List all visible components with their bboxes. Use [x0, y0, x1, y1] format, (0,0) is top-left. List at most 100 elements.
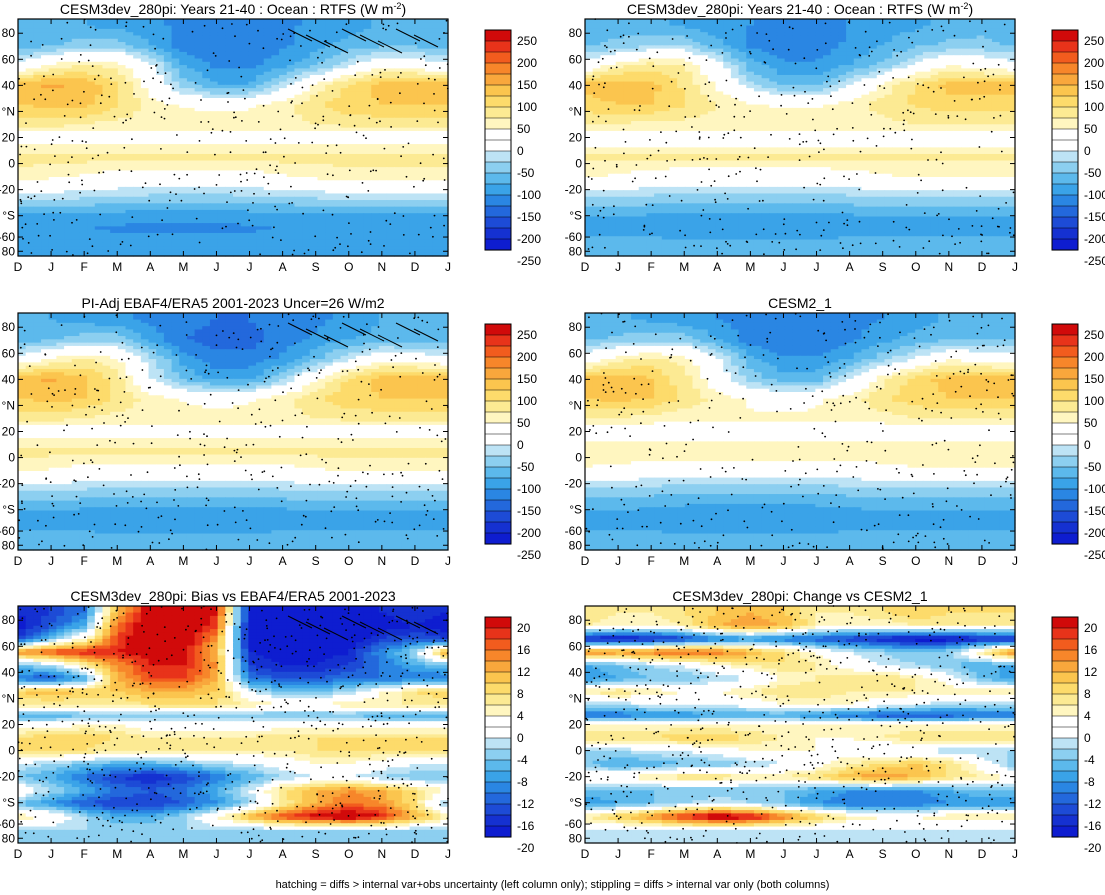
stipple-dot: [420, 162, 422, 164]
colorbar-swatch: [485, 107, 511, 118]
stipple-dot: [243, 89, 245, 91]
stipple-dot: [230, 192, 232, 194]
stipple-dot: [233, 112, 235, 114]
y-tick-label: 60: [2, 52, 16, 66]
stipple-dot: [249, 43, 251, 45]
stipple-dot: [143, 81, 145, 83]
stipple-dot: [20, 203, 22, 205]
stipple-dot: [98, 75, 100, 77]
stipple-dot: [154, 112, 156, 114]
stipple-dot: [200, 121, 202, 123]
stipple-dot: [87, 252, 89, 254]
stipple-dot: [430, 227, 432, 229]
stipple-dot: [225, 226, 227, 228]
stipple-dot: [211, 132, 213, 134]
stipple-dot: [376, 122, 378, 124]
stipple-dot: [349, 170, 351, 172]
stipple-dot: [240, 174, 242, 176]
x-tick-label: F: [80, 260, 87, 274]
stipple-dot: [423, 178, 425, 180]
stipple-dot: [292, 254, 294, 256]
stipple-dot: [312, 84, 314, 86]
stipple-dot: [390, 102, 392, 104]
x-tick-label: D: [14, 260, 23, 274]
stipple-dot: [362, 182, 364, 184]
stipple-dot: [375, 170, 377, 172]
stipple-dot: [80, 54, 82, 56]
stipple-dot: [302, 213, 304, 215]
stipple-dot: [380, 72, 382, 74]
stipple-dot: [290, 83, 292, 85]
stipple-dot: [81, 184, 83, 186]
stipple-dot: [314, 127, 316, 129]
stipple-dot: [125, 82, 127, 84]
stipple-dot: [247, 209, 249, 211]
stipple-dot: [160, 81, 162, 83]
stipple-dot: [222, 227, 224, 229]
stipple-dot: [231, 23, 233, 25]
stipple-dot: [428, 78, 430, 80]
stipple-dot: [162, 38, 164, 40]
x-tick-label: J: [213, 260, 219, 274]
stipple-dot: [81, 180, 83, 182]
stipple-dot: [230, 151, 232, 153]
stipple-dot: [332, 214, 334, 216]
colorbar-swatch: [485, 195, 511, 206]
colorbar: 250200150100500-50-100-150-200-250: [485, 30, 541, 268]
stipple-dot: [68, 181, 70, 183]
stipple-dot: [67, 104, 69, 106]
stipple-dot: [161, 116, 163, 118]
stipple-dot: [161, 219, 163, 221]
stipple-dot: [61, 58, 63, 60]
stipple-dot: [434, 110, 436, 112]
stipple-dot: [365, 137, 367, 139]
stipple-dot: [67, 161, 69, 163]
stipple-dot: [246, 172, 248, 174]
colorbar-swatch: [485, 63, 511, 74]
stipple-dot: [227, 101, 229, 103]
stipple-dot: [327, 173, 329, 175]
stipple-dot: [133, 93, 135, 95]
stipple-dot: [203, 193, 205, 195]
stipple-dot: [276, 38, 278, 40]
stipple-dot: [156, 64, 158, 66]
stipple-dot: [95, 29, 97, 31]
stipple-dot: [361, 251, 363, 253]
stipple-dot: [123, 147, 125, 149]
stipple-dot: [347, 197, 349, 199]
stipple-dot: [394, 212, 396, 214]
stipple-dot: [66, 251, 68, 253]
stipple-dot: [176, 134, 178, 136]
colorbar-swatch: [485, 41, 511, 52]
stipple-dot: [276, 209, 278, 211]
stipple-dot: [425, 64, 427, 66]
stipple-dot: [288, 203, 290, 205]
stipple-dot: [100, 102, 102, 104]
stipple-dot: [413, 186, 415, 188]
stipple-dot: [157, 72, 159, 74]
stipple-dot: [207, 69, 209, 71]
stipple-dot: [290, 102, 292, 104]
stipple-dot: [356, 132, 358, 134]
stipple-dot: [154, 48, 156, 50]
stipple-dot: [52, 212, 54, 214]
stipple-dot: [92, 158, 94, 160]
heatmap-field: [18, 19, 449, 257]
stipple-dot: [62, 198, 64, 200]
stipple-dot: [301, 102, 303, 104]
stipple-dot: [199, 242, 201, 244]
stipple-dot: [131, 170, 133, 172]
y-tick-label: 80: [2, 244, 16, 258]
y-tick-label: 80: [2, 26, 16, 40]
stipple-dot: [334, 247, 336, 249]
stipple-dot: [402, 146, 404, 148]
panel-2: CESM3dev_280pi: Years 21-40 : Ocean : RT…: [565, 1, 1105, 274]
stipple-dot: [59, 212, 61, 214]
stipple-dot: [20, 201, 22, 203]
stipple-dot: [64, 115, 66, 117]
panel-title: CESM3dev_280pi: Years 21-40 : Ocean : RT…: [60, 1, 406, 17]
stipple-dot: [289, 60, 291, 62]
stipple-dot: [234, 190, 236, 192]
stipple-dot: [439, 67, 441, 69]
stipple-dot: [148, 200, 150, 202]
